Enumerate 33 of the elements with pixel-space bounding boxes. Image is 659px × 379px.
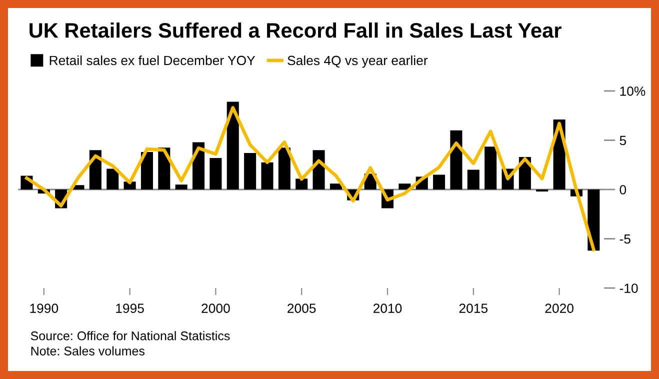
y-tick-label: 0 [620,185,626,194]
legend-label: Sales 4Q vs year earlier [288,55,428,68]
x-tick-label: 2020 [545,304,574,314]
bar [398,184,411,190]
bar [140,152,153,190]
line-series [25,106,596,252]
bar [450,130,462,190]
chart-title: UK Retailers Suffered a Record Fall in Sales Last Year [30,22,562,38]
bar [278,148,290,190]
bar [296,178,308,190]
y-tick-label: -10 [620,284,638,293]
bar [467,170,480,190]
source-note: Source: Office for National Statistics [30,331,230,340]
x-tick-label: 2015 [459,304,488,314]
text: Note: Sales volumes [31,346,144,356]
bar [175,184,188,190]
y-tick-label: 10% [620,86,646,96]
bar [244,153,256,190]
x-tick-label: 1990 [30,304,58,314]
bar [433,174,446,190]
bar [210,158,222,190]
bar [106,168,119,190]
x-tick-label: 2005 [288,304,316,314]
legend-label: Retail sales ex fuel December YOY [50,55,256,66]
y-tick-label: -5 [620,234,630,244]
y-tick-label: 5 [620,136,626,146]
bar [261,162,274,190]
bar [226,102,239,190]
x-tick-label: 1995 [116,304,144,314]
x-tick-label: 2000 [202,304,230,314]
bar [484,146,497,190]
x-tick-label: 2010 [373,304,402,314]
bar [330,184,342,190]
